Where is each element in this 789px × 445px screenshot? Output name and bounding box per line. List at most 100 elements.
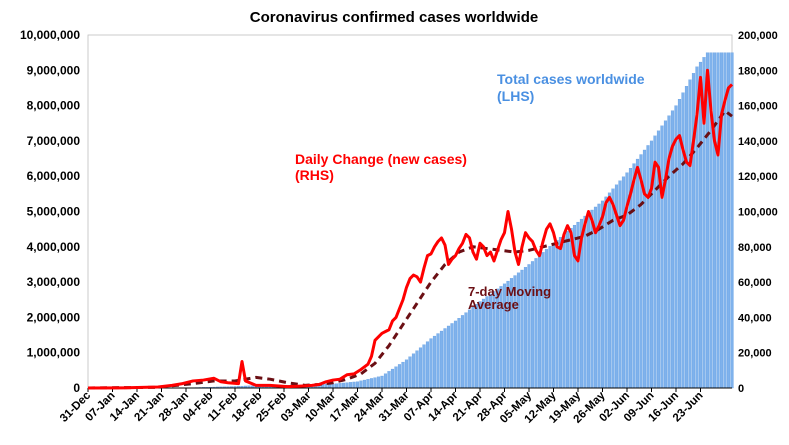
total-cases-bar [605,197,608,388]
y-right-tick-label: 80,000 [738,242,772,254]
total-cases-bar [395,367,398,388]
y-right-tick-label: 100,000 [738,207,778,219]
total-cases-bar [346,383,349,388]
y-left-tick-label: 6,000,000 [27,169,81,183]
y-left-tick-label: 1,000,000 [27,346,81,360]
total-cases-bar [545,249,548,388]
total-cases-bar [391,369,394,388]
total-cases-bar [542,252,545,388]
total-cases-bar [370,378,373,388]
total-cases-bar [363,380,366,388]
total-cases-bar [535,258,538,388]
total-cases-bar [377,377,380,388]
total-cases-bar [458,318,461,388]
total-cases-bar [402,362,405,388]
y-right-tick-label: 140,000 [738,136,778,148]
total-cases-bar [549,246,552,388]
total-cases-bar [367,379,370,388]
total-cases-bar [405,360,408,388]
total-cases-bar [552,243,555,388]
total-cases-bar [412,354,415,388]
total-cases-bar [430,339,433,388]
total-cases-bar [388,371,391,388]
total-cases-bar [475,304,478,388]
total-cases-bar [423,345,426,388]
total-cases-bar [381,376,384,388]
total-cases-label-line2: (LHS) [497,88,534,104]
total-cases-bar [335,384,338,388]
total-cases-bar [685,86,688,388]
total-cases-bar [349,382,352,388]
total-cases-bar [559,237,562,388]
total-cases-bar [398,364,401,388]
total-cases-bar [356,382,359,388]
total-cases-bar [339,383,342,388]
total-cases-bar [444,328,447,388]
y-left-tick-label: 0 [73,381,80,395]
total-cases-bar [570,228,573,388]
total-cases-bar [468,310,471,388]
total-cases-bar [342,383,345,388]
total-cases-bar [451,323,454,388]
total-cases-bar [479,302,482,388]
total-cases-bar [598,204,601,388]
y-right-tick-label: 160,000 [738,101,778,113]
total-cases-bar [419,348,422,388]
total-cases-bar [619,181,622,388]
y-left-tick-label: 2,000,000 [27,310,81,324]
y-left-tick-label: 8,000,000 [27,99,81,113]
total-cases-bar [731,53,734,388]
total-cases-bar [727,53,730,388]
total-cases-bar [437,334,440,388]
total-cases-bar [566,231,569,388]
total-cases-bar [591,210,594,388]
y-right-tick-label: 40,000 [738,312,772,324]
total-cases-bars [139,53,733,388]
total-cases-bar [374,378,377,388]
y-right-tick-label: 0 [738,383,744,395]
total-cases-bar [440,331,443,388]
y-left-tick-label: 4,000,000 [27,240,81,254]
total-cases-bar [689,80,692,388]
y-left-tick-label: 9,000,000 [27,63,81,77]
total-cases-bar [472,307,475,388]
total-cases-bar [426,342,429,388]
total-cases-bar [661,126,664,388]
y-right-tick-label: 180,000 [738,65,778,77]
total-cases-bar [528,264,531,388]
total-cases-bar [682,93,685,388]
total-cases-bar [636,159,639,388]
y-left-tick-label: 10,000,000 [20,28,80,42]
total-cases-bar [720,53,723,388]
total-cases-bar [461,315,464,388]
total-cases-bar [692,73,695,388]
total-cases-bar [717,53,720,388]
total-cases-bar [353,382,356,388]
total-cases-bar [531,261,534,388]
total-cases-bar [447,326,450,388]
total-cases-bar [584,216,587,388]
total-cases-bar [633,164,636,388]
y-right-tick-label: 200,000 [738,30,778,42]
y-left-tick-label: 5,000,000 [27,205,81,219]
daily-change-label-line1: Daily Change (new cases) [295,151,467,167]
total-cases-bar [482,299,485,388]
y-left-tick-label: 3,000,000 [27,275,81,289]
total-cases-bar [699,62,702,388]
total-cases-bar [433,336,436,388]
y-right-tick-label: 60,000 [738,277,772,289]
y-right-tick-label: 20,000 [738,348,772,360]
y-right-tick-label: 120,000 [738,171,778,183]
total-cases-bar [563,234,566,388]
daily-change-label-line2: (RHS) [295,167,334,183]
total-cases-bar [384,374,387,388]
total-cases-bar [538,255,541,388]
total-cases-bar [713,53,716,388]
total-cases-bar [416,351,419,388]
total-cases-bar [612,189,615,388]
total-cases-bar [360,381,363,388]
total-cases-bar [454,321,457,388]
total-cases-label-line1: Total cases worldwide [497,71,645,87]
total-cases-bar [409,357,412,388]
